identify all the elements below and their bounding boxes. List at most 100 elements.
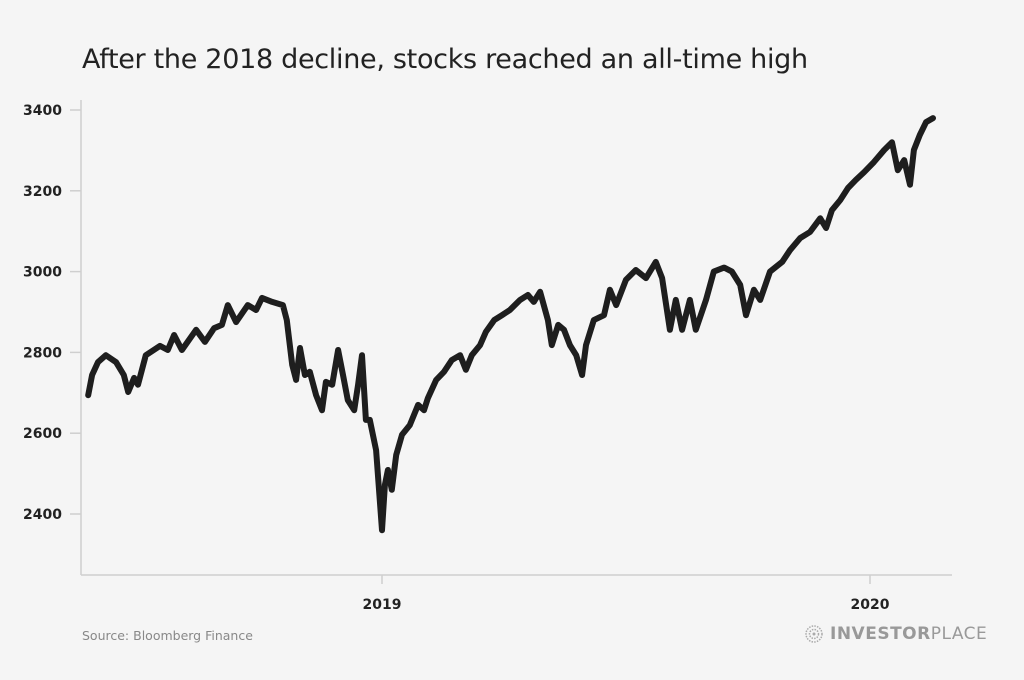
data-point (863, 171, 865, 173)
data-point (809, 231, 811, 233)
data-point (427, 397, 429, 399)
data-point (295, 379, 297, 381)
data-point (365, 419, 367, 421)
data-point (357, 384, 359, 386)
y-tick-label: 3000 (23, 265, 62, 281)
data-point (167, 349, 169, 351)
axes (70, 100, 952, 584)
data-point (855, 179, 857, 181)
data-point (271, 301, 273, 303)
data-point (539, 291, 541, 293)
data-point (669, 329, 671, 331)
data-point (925, 121, 927, 123)
data-point (891, 141, 893, 143)
data-point (115, 361, 117, 363)
data-point (753, 289, 755, 291)
data-point (105, 354, 107, 356)
data-points (87, 117, 934, 531)
data-point (913, 149, 915, 151)
data-point (831, 209, 833, 211)
data-point (247, 304, 249, 306)
data-point (897, 169, 899, 171)
data-point (459, 354, 461, 356)
y-tick-label: 2800 (23, 345, 62, 361)
data-point (932, 117, 934, 119)
data-point (593, 319, 595, 321)
data-point (204, 341, 206, 343)
tick-labels: 3400 3200 3000 2800 2600 2400 2019 2020 (23, 103, 890, 613)
data-point (451, 359, 453, 361)
data-point (465, 369, 467, 371)
data-point (133, 377, 135, 379)
data-point (145, 354, 147, 356)
data-point (769, 271, 771, 273)
data-point (91, 374, 93, 376)
data-point (759, 299, 761, 301)
data-point (369, 419, 371, 421)
data-point (123, 374, 125, 376)
data-point (681, 329, 683, 331)
data-point (286, 319, 288, 321)
data-point (361, 354, 363, 356)
data-point (903, 159, 905, 161)
data-point (195, 329, 197, 331)
data-point (501, 314, 503, 316)
data-point (321, 409, 323, 411)
data-point (731, 271, 733, 273)
data-point (325, 381, 327, 383)
y-tick-label: 3200 (23, 184, 62, 200)
data-point (479, 344, 481, 346)
data-point (919, 134, 921, 136)
data-point (519, 299, 521, 301)
data-point (181, 349, 183, 351)
data-point (635, 269, 637, 271)
data-point (695, 329, 697, 331)
data-point (227, 304, 229, 306)
x-tick-label: 2019 (363, 597, 402, 613)
source-note: Source: Bloomberg Finance (82, 628, 253, 643)
data-point (127, 391, 129, 393)
data-point (401, 434, 403, 436)
data-point (825, 227, 827, 229)
data-point (609, 289, 611, 291)
data-point (551, 344, 553, 346)
data-point (347, 399, 349, 401)
data-point (137, 384, 139, 386)
data-point (384, 484, 386, 486)
series-line (85, 115, 936, 534)
data-point (173, 334, 175, 336)
logo-text-light: PLACE (930, 624, 988, 644)
data-point (471, 354, 473, 356)
data-point (299, 347, 301, 349)
data-point (615, 304, 617, 306)
data-point (723, 267, 725, 269)
data-point (689, 299, 691, 301)
data-point (315, 394, 317, 396)
data-point (309, 371, 311, 373)
data-point (625, 279, 627, 281)
data-point (304, 374, 306, 376)
data-point (839, 199, 841, 201)
data-point (87, 394, 89, 396)
data-point (527, 294, 529, 296)
data-point (781, 261, 783, 263)
data-point (739, 284, 741, 286)
investorplace-logo: INVESTORPLACE (804, 624, 987, 644)
data-point (159, 345, 161, 347)
data-point (375, 449, 377, 451)
data-point (391, 489, 393, 491)
y-tick-label: 2600 (23, 426, 62, 442)
data-point (873, 161, 875, 163)
data-point (395, 454, 397, 456)
y-tick-label: 3400 (23, 103, 62, 119)
x-tick-label: 2020 (851, 597, 890, 613)
data-point (883, 149, 885, 151)
data-point (213, 327, 215, 329)
data-point (645, 277, 647, 279)
data-point (97, 361, 99, 363)
data-point (655, 261, 657, 263)
data-point (847, 187, 849, 189)
data-point (909, 184, 911, 186)
data-point (575, 354, 577, 356)
data-point (435, 379, 437, 381)
